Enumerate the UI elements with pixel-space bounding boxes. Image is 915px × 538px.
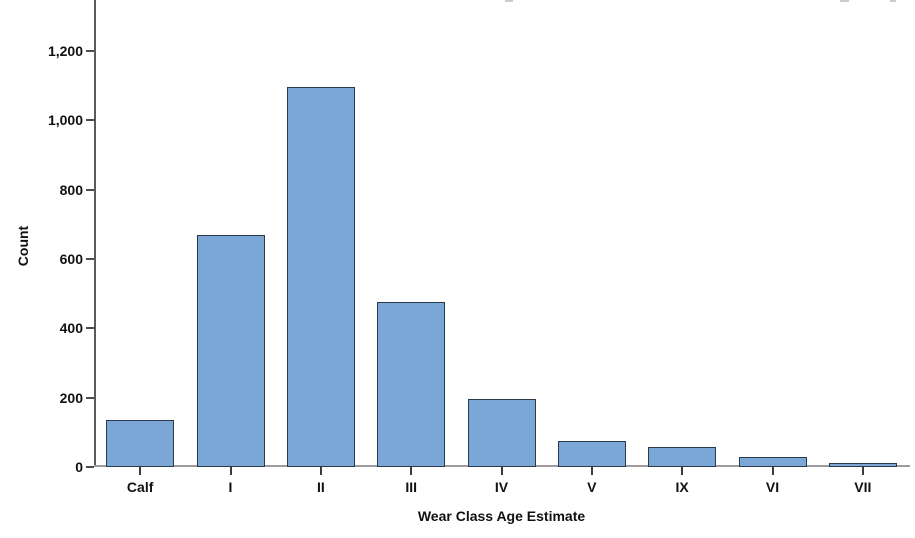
y-axis-title: Count: [15, 225, 31, 267]
x-tick-mark: [139, 467, 142, 475]
bar-v: [557, 441, 626, 467]
x-tick-label-vi: VI: [765, 479, 780, 495]
y-tick-label: 400: [59, 320, 83, 337]
y-tick-mark: [86, 327, 94, 330]
x-tick-mark: [500, 467, 503, 475]
bar-ix: [648, 446, 717, 467]
x-tick-label-calf: Calf: [126, 479, 154, 495]
y-tick-mark: [86, 188, 94, 191]
cropped-text-artifact: [840, 0, 849, 2]
bar-vii: [828, 462, 897, 467]
y-tick-label: 0: [75, 459, 83, 475]
x-tick-label-ii: II: [316, 479, 325, 495]
y-tick-mark: [86, 466, 94, 468]
cropped-text-artifact: [505, 0, 513, 2]
x-axis-title: Wear Class Age Estimate: [417, 508, 586, 524]
y-tick-mark: [86, 119, 94, 122]
x-tick-label-ix: IX: [675, 479, 689, 495]
x-tick-mark: [590, 467, 593, 475]
y-tick-mark: [86, 258, 94, 260]
x-tick-mark: [319, 467, 322, 475]
x-tick-label-v: V: [587, 479, 597, 495]
y-tick-label: 600: [59, 251, 83, 267]
y-axis-line: [94, 0, 96, 467]
y-tick-label: 1,000: [47, 112, 83, 129]
y-tick-label: 800: [59, 181, 83, 198]
x-tick-mark: [410, 467, 413, 475]
x-tick-mark: [229, 467, 232, 475]
y-tick-mark: [86, 50, 94, 52]
y-tick-mark: [86, 396, 94, 399]
x-tick-label-vii: VII: [854, 479, 872, 495]
x-tick-label-iv: IV: [494, 479, 509, 495]
bar-i: [196, 234, 265, 467]
x-tick-mark: [771, 467, 774, 475]
bar-iii: [377, 302, 446, 467]
x-tick-label-i: I: [228, 479, 233, 495]
y-tick-label: 200: [59, 389, 83, 406]
cropped-text-artifact: [890, 0, 896, 2]
bar-calf: [106, 420, 175, 467]
bar-iv: [467, 399, 536, 467]
x-tick-mark: [681, 467, 684, 475]
bar-vi: [738, 456, 807, 467]
y-tick-label: 1,200: [47, 43, 83, 59]
bar-ii: [286, 87, 355, 467]
x-tick-label-iii: III: [405, 479, 417, 495]
x-tick-mark: [861, 467, 864, 475]
